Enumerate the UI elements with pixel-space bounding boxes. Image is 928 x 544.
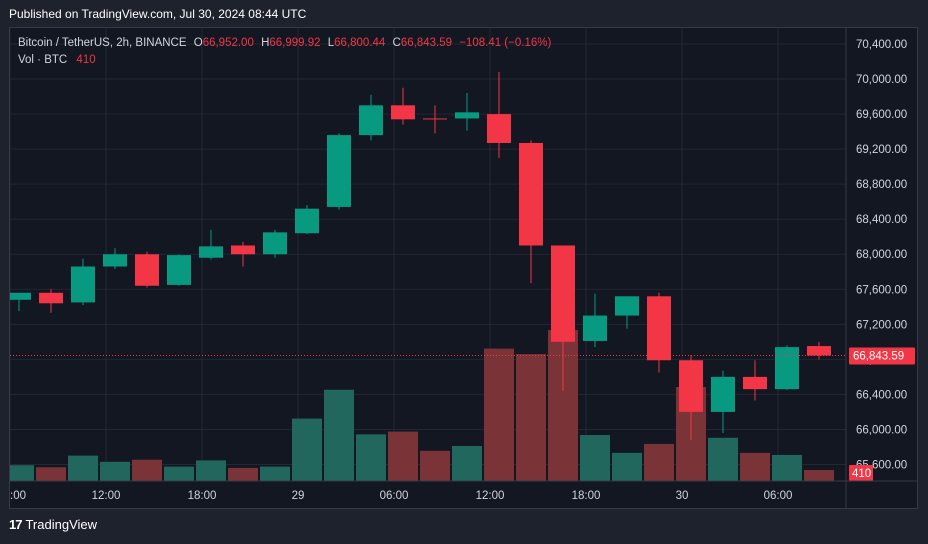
price-tick-label: 68,800.00 [856, 179, 907, 191]
volume-bar [228, 467, 258, 481]
candle-body [647, 296, 671, 361]
time-tick-label: :00 [10, 490, 26, 502]
candle-body [295, 208, 319, 234]
tradingview-logo-icon: 17 [9, 517, 23, 532]
legend-change: −108.41 (−0.16%) [459, 37, 552, 49]
volume-badge [849, 465, 873, 481]
candle-body [103, 254, 127, 267]
candle-body [679, 360, 703, 412]
legend-low-label: L [327, 37, 335, 49]
volume-bar [740, 452, 770, 481]
volume-bar [356, 434, 386, 481]
legend: Bitcoin / TetherUS, 2h, BINANCE O66,952.… [18, 35, 551, 69]
volume-bar [100, 461, 130, 481]
legend-symbol[interactable]: Bitcoin / TetherUS, 2h, BINANCE [18, 37, 187, 49]
legend-volume-value: 410 [76, 54, 96, 66]
last-price-badge [849, 347, 915, 365]
time-tick-label: 18:00 [188, 490, 217, 502]
legend-close-value: 66,843.59 [400, 37, 453, 49]
price-tick-label: 67,600.00 [856, 284, 907, 296]
legend-volume-label[interactable]: Vol · BTC [18, 54, 68, 66]
footer-brand: TradingView [25, 517, 98, 532]
volume-bar [10, 465, 34, 481]
price-tick-label: 67,200.00 [856, 319, 907, 331]
time-tick-label: 12:00 [92, 490, 121, 502]
price-tick-label: 66,400.00 [856, 389, 907, 401]
volume-bar [196, 460, 226, 481]
legend-close-label: C [392, 37, 401, 49]
price-tick-label: 69,600.00 [856, 109, 907, 121]
volume-bar [68, 455, 98, 481]
volume-bar [292, 418, 322, 481]
volume-badge-label: 410 [852, 468, 871, 480]
footer[interactable]: 17 TradingView [9, 517, 97, 532]
candle-body [327, 135, 351, 207]
price-tick-label: 68,000.00 [856, 249, 907, 261]
chart-frame[interactable]: 70,400.00 70,000.00 69,600.00 69,200.00 68,8… [9, 27, 918, 509]
candle-body [391, 105, 415, 120]
legend-high-label: H [261, 37, 270, 49]
candle-body [423, 118, 447, 120]
published-header: Published on TradingView.com, Jul 30, 20… [9, 7, 307, 21]
volume-bar [516, 354, 546, 481]
volume-bar [804, 470, 834, 481]
candle-body [519, 142, 543, 246]
candle-body [743, 376, 767, 390]
candle-body [775, 347, 799, 390]
candle-body [487, 114, 511, 143]
volume-bar [260, 466, 290, 481]
legend-open-label: O [193, 37, 203, 49]
candle-body [39, 292, 63, 304]
volume-bar [388, 431, 418, 481]
time-tick-label: 18:00 [572, 490, 601, 502]
candle-body [71, 266, 95, 303]
candle-body [167, 255, 191, 285]
volume-bar [708, 437, 738, 481]
candle-body [711, 376, 735, 412]
legend-low-value: 66,800.44 [334, 37, 386, 49]
price-tick-label: 68,400.00 [856, 214, 907, 226]
candle-body [551, 245, 575, 342]
candle-body [263, 232, 287, 255]
price-tick-label: 70,000.00 [856, 74, 907, 86]
volume-bar [484, 348, 514, 481]
volume-bar [452, 446, 482, 481]
volume-bar [36, 467, 66, 481]
volume-bar [132, 459, 162, 481]
legend-volume-row: Vol · BTC 410 [18, 52, 551, 69]
candle-body [231, 245, 255, 255]
legend-high-value: 66,999.92 [269, 37, 321, 49]
time-tick-label: 12:00 [476, 490, 505, 502]
volume-bar [420, 450, 450, 481]
candle-body [615, 296, 639, 316]
time-tick-label: 06:00 [764, 490, 793, 502]
volume-bar [580, 435, 610, 481]
legend-price-row: Bitcoin / TetherUS, 2h, BINANCE O66,952.… [18, 35, 551, 52]
candle-body [135, 254, 159, 286]
plot-area [10, 72, 834, 481]
price-tick-label: 69,200.00 [856, 144, 907, 156]
time-tick-label: 30 [676, 490, 689, 502]
price-tick-label: 70,400.00 [856, 39, 907, 51]
volume-bar [164, 466, 194, 481]
candle-body [359, 105, 383, 136]
volume-bar [612, 452, 642, 481]
last-price-label: 66,843.59 [853, 351, 904, 363]
candle-body [455, 112, 479, 119]
volume-bar [772, 454, 802, 481]
volume-bar [644, 443, 674, 481]
volume-bar [324, 389, 354, 481]
candle-body [10, 292, 31, 300]
candle-body [807, 346, 831, 356]
time-tick-label: 29 [292, 490, 305, 502]
candle-body [199, 246, 223, 258]
time-tick-label: 06:00 [380, 490, 409, 502]
candlestick-chart[interactable]: 70,400.00 70,000.00 69,600.00 69,200.00 68,8… [10, 28, 917, 508]
legend-open-value: 66,952.00 [202, 37, 254, 49]
price-tick-label: 66,000.00 [856, 424, 907, 436]
candle-body [583, 315, 607, 341]
